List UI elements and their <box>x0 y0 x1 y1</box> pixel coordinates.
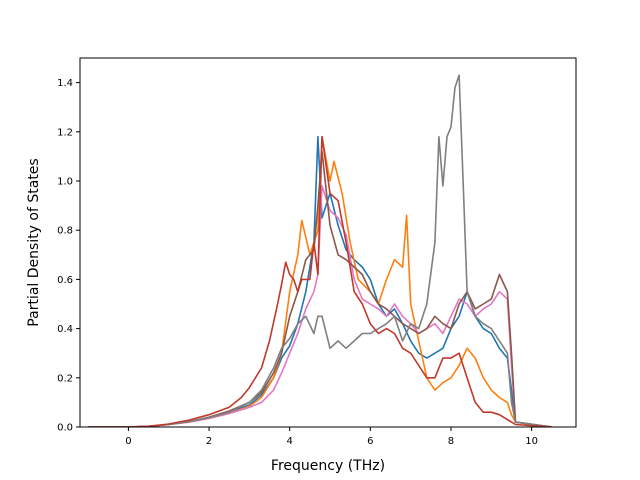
x-tick-label: 10 <box>525 436 538 447</box>
y-tick-label: 0.6 <box>57 275 73 286</box>
plot-lines <box>88 74 552 427</box>
x-tick-label: 0 <box>125 436 131 447</box>
x-axis-label: Frequency (THz) <box>271 458 385 474</box>
x-tick-label: 8 <box>448 436 454 447</box>
y-tick-label: 1.4 <box>57 78 73 89</box>
y-axis-label: Partial Density of States <box>26 158 42 326</box>
y-tick-label: 0.4 <box>57 324 73 335</box>
x-tick-label: 2 <box>206 436 212 447</box>
y-tick-label: 1.2 <box>57 127 73 138</box>
series-line-5 <box>88 74 552 427</box>
x-tick-label: 6 <box>367 436 373 447</box>
x-tick-label: 4 <box>287 436 293 447</box>
y-axis-ticks: 0.0 0.2 0.4 0.6 0.8 1.0 1.2 1.4 <box>57 78 80 434</box>
y-tick-label: 0.0 <box>57 423 73 434</box>
x-axis-ticks: 0 2 4 6 8 10 <box>125 427 538 447</box>
series-line-2 <box>88 135 552 427</box>
y-tick-label: 0.2 <box>57 373 73 384</box>
y-tick-label: 1.0 <box>57 177 73 188</box>
series-line-6 <box>88 135 552 427</box>
y-tick-label: 0.8 <box>57 226 73 237</box>
plot-frame <box>79 57 577 428</box>
